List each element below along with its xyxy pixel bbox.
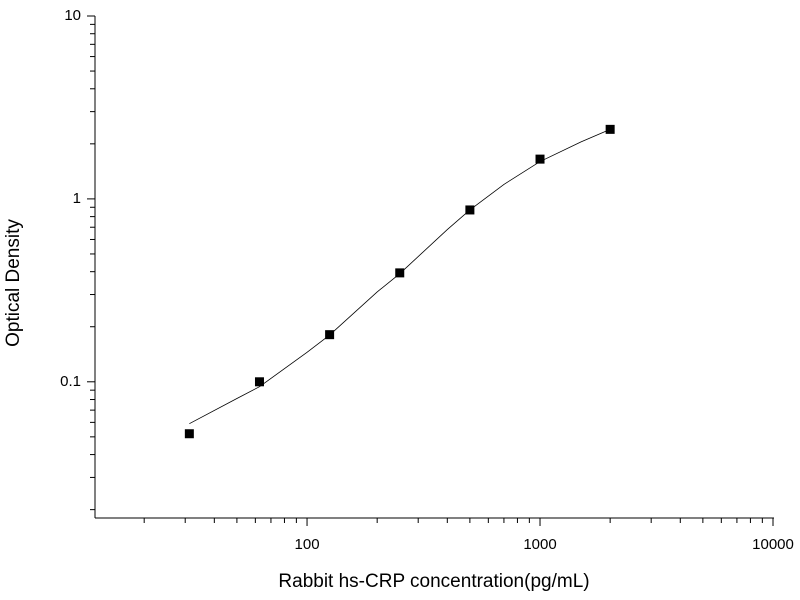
y-axis-title: Optical Density	[3, 219, 24, 347]
y-tick-label: 1	[73, 190, 81, 207]
fit-curve	[189, 128, 611, 425]
y-tick-label: 0.1	[60, 373, 81, 390]
x-tick-label: 100	[295, 536, 320, 553]
data-point	[184, 429, 194, 439]
data-point	[254, 377, 264, 387]
data-point	[535, 154, 545, 164]
y-tick-label: 10	[64, 7, 81, 24]
x-tick-label: 10000	[752, 536, 794, 553]
data-point	[395, 268, 405, 278]
x-tick-label: 1000	[523, 536, 556, 553]
x-axis-title: Rabbit hs-CRP concentration(pg/mL)	[278, 571, 589, 592]
